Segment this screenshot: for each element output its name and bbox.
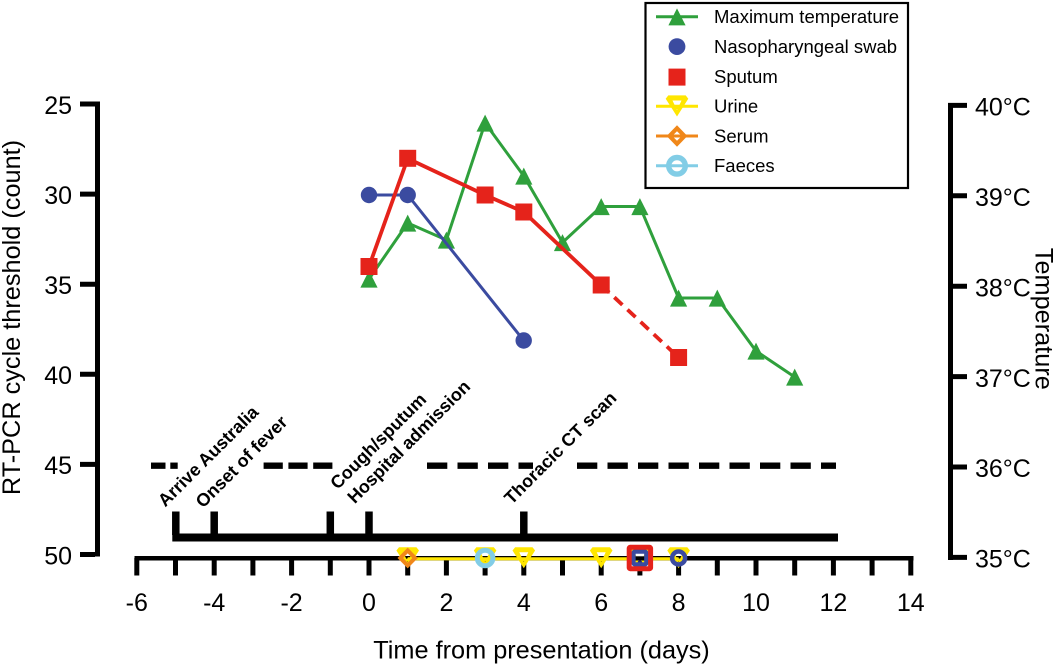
svg-text:8: 8 xyxy=(672,589,686,617)
svg-text:Nasopharyngeal swab: Nasopharyngeal swab xyxy=(714,36,897,57)
svg-text:0: 0 xyxy=(362,589,376,617)
svg-text:40°C: 40°C xyxy=(975,94,1031,122)
svg-text:35°C: 35°C xyxy=(975,546,1031,574)
svg-text:37°C: 37°C xyxy=(975,365,1031,393)
svg-text:12: 12 xyxy=(819,589,847,617)
svg-text:4: 4 xyxy=(517,589,531,617)
svg-text:Urine: Urine xyxy=(714,96,758,117)
svg-text:-4: -4 xyxy=(203,589,225,617)
svg-text:-6: -6 xyxy=(126,589,148,617)
svg-text:Sputum: Sputum xyxy=(714,66,778,87)
svg-text:Serum: Serum xyxy=(714,125,769,146)
svg-text:50: 50 xyxy=(44,542,72,570)
svg-text:6: 6 xyxy=(594,589,608,617)
svg-text:Temperature: Temperature xyxy=(1030,248,1058,390)
svg-text:38°C: 38°C xyxy=(975,274,1031,302)
svg-text:Maximum temperature: Maximum temperature xyxy=(714,6,899,27)
svg-text:25: 25 xyxy=(44,92,72,120)
svg-text:Faeces: Faeces xyxy=(714,155,775,176)
svg-text:Time from presentation (days): Time from presentation (days) xyxy=(373,637,709,665)
svg-text:35: 35 xyxy=(44,272,72,300)
svg-text:45: 45 xyxy=(44,452,72,480)
svg-text:14: 14 xyxy=(897,589,925,617)
svg-text:39°C: 39°C xyxy=(975,184,1031,212)
svg-text:30: 30 xyxy=(44,182,72,210)
svg-text:36°C: 36°C xyxy=(975,455,1031,483)
svg-text:40: 40 xyxy=(44,362,72,390)
svg-text:RT-PCR cycle threshold (count): RT-PCR cycle threshold (count) xyxy=(0,140,26,495)
svg-text:10: 10 xyxy=(742,589,770,617)
svg-text:2: 2 xyxy=(439,589,453,617)
svg-text:-2: -2 xyxy=(280,589,302,617)
